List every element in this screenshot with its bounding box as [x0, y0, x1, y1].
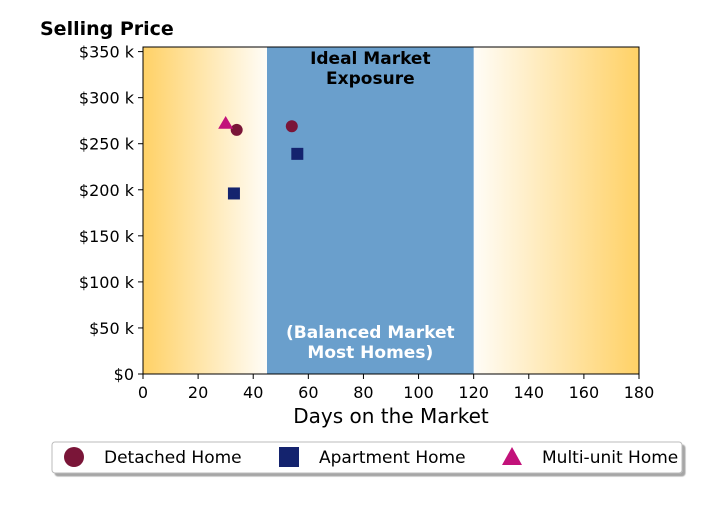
x-tick-label: 120: [458, 383, 489, 402]
gradient-left-region: [143, 47, 267, 374]
legend-items: Detached Home Apartment Home Multi-unit Ho…: [64, 447, 678, 468]
circle-point: [230, 123, 243, 136]
x-tick-label: 0: [138, 383, 148, 402]
x-tick-label: 180: [624, 383, 655, 402]
legend-label: Multi-unit Home: [542, 448, 678, 468]
y-tick-label: $250 k: [79, 135, 135, 154]
legend-label: Apartment Home: [319, 448, 466, 468]
x-axis: 0 20 40 60 80 100 120 140 160 180: [138, 374, 654, 402]
ideal-exposure-band: [267, 47, 474, 374]
chart-title: Selling Price: [40, 18, 174, 40]
y-tick-label: $200 k: [79, 181, 135, 200]
x-axis-title: Days on the Market: [293, 404, 489, 428]
band-top-label-line: Exposure: [326, 69, 415, 89]
gradient-right-region: [473, 47, 639, 374]
legend-label: Detached Home: [104, 448, 242, 468]
plot-background: [143, 47, 639, 374]
x-tick-label: 20: [188, 383, 208, 402]
legend-square-marker: [279, 447, 299, 467]
x-tick-label: 100: [403, 383, 434, 402]
x-tick-label: 60: [298, 383, 318, 402]
legend-box: [51, 441, 683, 474]
plot-frame: [142, 46, 640, 375]
y-tick-label: $300 k: [79, 89, 135, 108]
band-top-label-line: Ideal Market: [310, 49, 431, 69]
legend-triangle-marker: [502, 447, 522, 465]
y-tick-label: $350 k: [79, 43, 135, 62]
x-tick-label: 40: [243, 383, 263, 402]
y-tick-label: $0: [114, 365, 134, 384]
band-bottom-label-line: Most Homes): [307, 343, 433, 363]
y-tick-label: $50 k: [89, 319, 135, 338]
circle-point: [285, 120, 298, 133]
square-point: [227, 187, 240, 200]
legend-circle-marker: [64, 447, 84, 467]
band-bottom-label-line: (Balanced Market: [286, 323, 455, 343]
legend: Detached Home Apartment Home Multi-unit Ho…: [51, 441, 683, 474]
triangle-point: [218, 115, 234, 129]
x-tick-label: 160: [569, 383, 600, 402]
x-tick-label: 80: [353, 383, 373, 402]
x-tick-label: 140: [514, 383, 545, 402]
data-markers: [218, 115, 304, 200]
y-axis: $0 $50 k $100 k $150 k $200 k $250 k $300 k $35…: [79, 43, 143, 384]
square-point: [291, 147, 304, 160]
y-tick-label: $100 k: [79, 273, 135, 292]
y-tick-label: $150 k: [79, 227, 135, 246]
